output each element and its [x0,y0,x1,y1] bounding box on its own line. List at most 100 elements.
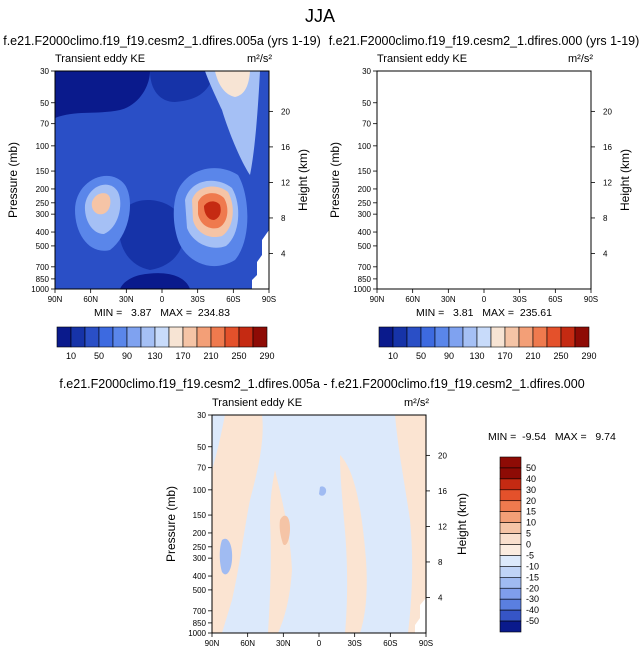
panel-3-negative-spot-1 [219,538,233,575]
latitude-tick-label: 60N [405,295,420,304]
panel-2-sh-jet-mid [507,181,560,248]
colorbar-swatch [499,533,522,545]
panel-2-title: f.e21.F2000climo.f19_f19.cesm2_1.dfires.… [329,34,640,48]
latitude-tick-label: 90S [419,639,433,648]
pressure-tick-label: 50 [362,99,371,108]
colorbar-label: 170 [497,351,512,361]
pressure-tick-label: 300 [358,210,372,219]
colorbar-swatch [532,326,548,348]
latitude-tick-label: 60N [83,295,98,304]
panel-1-min-max: MIN = 3.87 MAX = 234.83 [94,307,230,319]
panel-2-upper-mid-low [472,71,537,102]
panel-2-background [377,71,591,289]
panel-1-lower-mid-low [118,200,184,270]
colorbar-swatch [140,326,156,348]
colorbar-swatch [499,489,522,502]
colorbar-swatch [378,326,394,348]
panel-2-frame [376,70,592,290]
panel-2-lower-mid-low [441,200,506,270]
colorbar-swatch [210,326,226,348]
pressure-tick-label: 250 [36,199,50,208]
pressure-tick-label: 850 [36,275,50,284]
colorbar-swatch [499,587,522,600]
panel-2-nh-jet-core [414,193,433,214]
pressure-tick-label: 500 [36,242,50,251]
colorbar-label: 130 [469,351,484,361]
colorbar-swatch [448,326,464,348]
panel-2-polar-top [537,71,572,97]
pressure-tick-label: 150 [193,511,207,520]
colorbar-swatch [182,326,198,348]
pressure-tick-label: 700 [36,263,50,272]
colorbar-label: -20 [526,583,539,593]
latitude-tick-label: 90N [48,295,63,304]
colorbar-swatch [462,326,478,348]
colorbar-label: 15 [526,507,536,517]
panel-2-colorbar: 10 50 90 130 170 210 250 290 [378,326,597,361]
panel-3-axis-ticks: 305070100150200250300400500700850100090N… [188,411,447,648]
pressure-tick-label: 30 [40,67,49,76]
colorbar-label: 90 [444,351,454,361]
panel-1-polar-top [215,71,250,97]
height-tick-label: 20 [603,107,612,116]
colorbar-label: -5 [526,550,534,560]
pressure-tick-label: 400 [358,228,372,237]
colorbar-swatch [499,577,522,589]
colorbar-swatch [499,544,522,556]
pressure-tick-label: 700 [193,607,207,616]
pressure-tick-label: 850 [193,619,207,628]
height-tick-label: 12 [603,178,612,187]
latitude-tick-label: 90S [584,295,598,304]
panel-2-units: m²/s² [568,53,593,65]
colorbar-swatch [56,326,72,348]
height-tick-label: 4 [281,249,286,258]
colorbar-label: 50 [526,463,536,473]
colorbar-label: -10 [526,561,539,571]
latitude-tick-label: 30N [441,295,456,304]
pressure-tick-label: 1000 [353,285,371,294]
colorbar-swatch [499,598,522,611]
colorbar-label: 10 [66,351,76,361]
colorbar-swatch [168,326,184,348]
latitude-tick-label: 60S [383,639,397,648]
panel-3-plot-area [212,415,426,633]
height-tick-label: 20 [438,451,447,460]
colorbar-label: -15 [526,572,539,582]
pressure-tick-label: 100 [358,142,372,151]
panel-1-title: f.e21.F2000climo.f19_f19.cesm2_1.dfires.… [3,34,321,48]
panel-1-ylabel: Pressure (mb) [6,142,20,218]
panel-2-sh-jet-core [526,201,543,220]
panel-3-topo-mask [415,598,426,633]
pressure-tick-label: 100 [193,486,207,495]
colorbar-swatch [499,566,522,578]
panel-2-surface-low [442,273,512,289]
colorbar-label: 130 [147,351,162,361]
pressure-tick-label: 70 [362,120,371,129]
panel-1-units: m²/s² [247,53,272,65]
panel-1-upper-left-low [55,71,150,118]
colorbar-swatch [490,326,506,348]
colorbar-swatch [499,511,522,523]
height-tick-label: 12 [281,178,290,187]
colorbar-label: 290 [259,351,274,361]
colorbar-label: 0 [526,540,531,550]
panel-1-axis-ticks: 305070100150200250300400500700850100090N… [31,67,290,304]
panel-3-positive-band-4 [395,415,426,633]
panel-1-sh-jet-core [204,201,221,220]
colorbar-label: 40 [526,474,536,484]
panel-1-colorbar: 10 50 90 130 170 210 250 290 [56,326,275,361]
panel-2-plot-area [377,71,591,289]
panel-1-polar-column [205,71,260,175]
latitude-tick-label: 0 [482,295,487,304]
colorbar-swatch [224,326,240,348]
panel-2-sh-jet-outer [496,168,570,266]
colorbar-swatch [499,609,522,622]
colorbar-swatch [126,326,142,348]
pressure-tick-label: 200 [193,529,207,538]
panel-1: f.e21.F2000climo.f19_f19.cesm2_1.dfires.… [3,34,321,361]
panel-2-polar-column [527,71,582,175]
colorbar-label: 210 [525,351,540,361]
panel-2-min-max: MIN = 3.81 MAX = 235.61 [416,307,552,319]
panel-3-units: m²/s² [404,397,429,409]
